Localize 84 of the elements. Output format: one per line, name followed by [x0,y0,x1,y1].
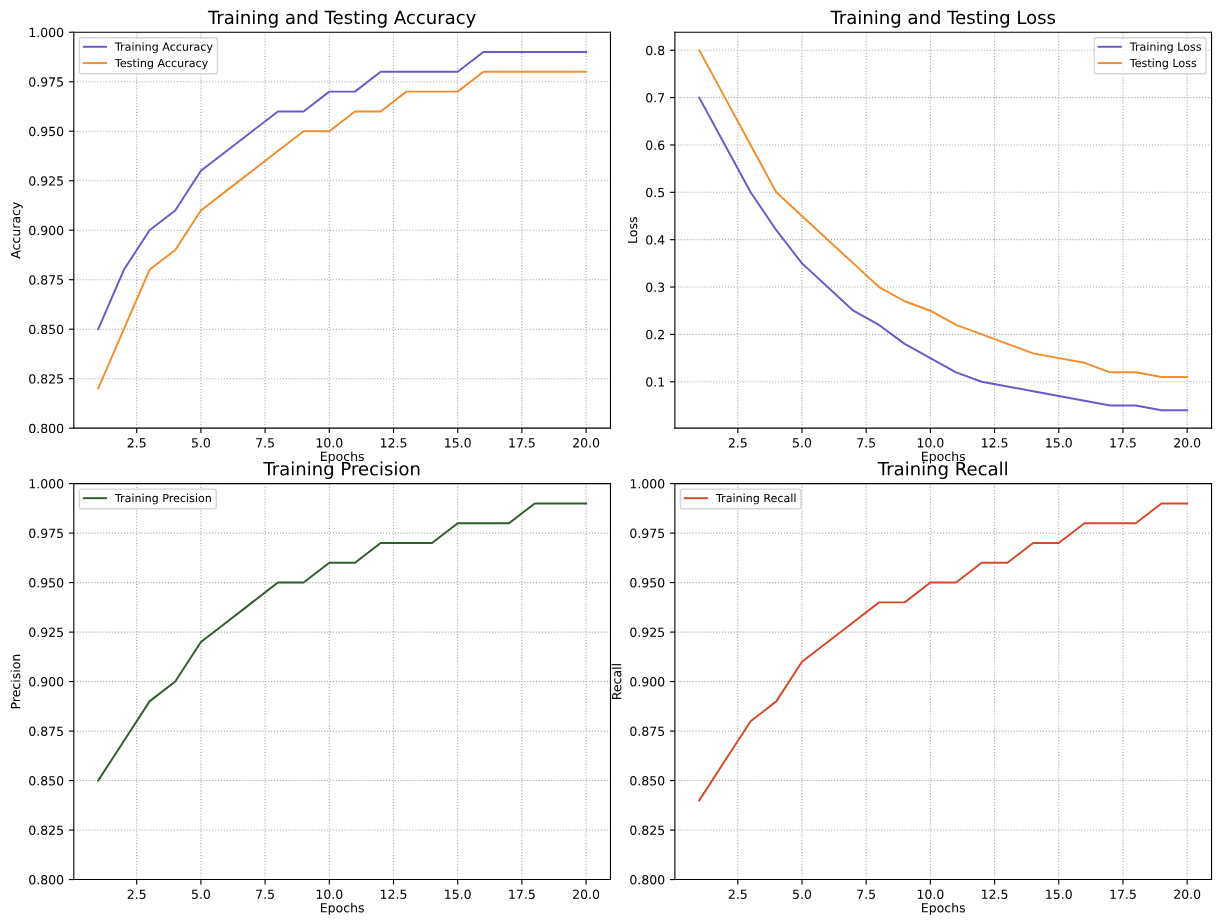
chart-title: Training and Testing Loss [830,10,1056,28]
x-tick-label: 2.5 [728,889,747,899]
y-tick-label: 0.800 [29,423,64,434]
y-tick-label: 0.1 [646,377,664,387]
x-tick-label: 15.0 [445,889,471,899]
y-tick-label: 0.900 [630,677,665,687]
chart-title: Training and Testing Accuracy [207,10,476,28]
x-tick-label: 12.5 [982,438,1008,448]
y-tick-label: 1.000 [29,479,64,489]
x-tick-label: 15.0 [445,438,471,448]
y-tick-label: 0.2 [646,329,664,340]
y-tick-label: 0.6 [646,140,665,150]
y-tick-label: 0.975 [630,528,665,539]
y-tick-label: 0.800 [29,875,64,885]
x-tick-label: 17.5 [1110,889,1136,899]
y-tick-label: 1.000 [29,27,64,38]
x-tick-label: 20.0 [1174,889,1201,899]
y-tick-label: 0.950 [29,126,64,137]
x-tick-label: 17.5 [509,438,535,448]
y-tick-label: 0.850 [29,776,64,786]
x-tick-label: 10.0 [316,438,343,448]
x-axis-title: Epochs [320,902,364,915]
y-axis-title: Accuracy [11,202,23,259]
legend-label: Testing Loss [1129,58,1197,70]
x-tick-label: 10.0 [917,438,944,448]
x-tick-label: 20.0 [1174,438,1201,448]
x-tick-label: 12.5 [380,438,407,448]
y-tick-label: 0.825 [29,374,63,384]
y-tick-label: 0.975 [29,77,63,87]
x-tick-label: 15.0 [1046,889,1072,899]
legend-label: Training Loss [1129,42,1202,53]
x-tick-label: 7.5 [857,889,876,899]
y-tick-label: 0.825 [29,825,63,835]
y-tick-label: 0.900 [29,225,64,236]
x-tick-label: 10.0 [917,889,944,899]
legend-label: Training Recall [715,493,796,505]
x-tick-label: 7.5 [256,889,274,899]
x-tick-label: 20.0 [573,889,600,899]
y-tick-label: 0.950 [630,578,665,588]
y-tick-label: 0.875 [29,275,63,285]
y-tick-label: 0.875 [29,726,63,736]
x-tick-label: 2.5 [127,438,146,448]
line-series [97,51,588,331]
y-tick-label: 0.850 [630,776,665,786]
x-tick-label: 5.0 [191,438,211,448]
y-tick-label: 0.3 [646,282,665,292]
y-tick-label: 0.925 [29,176,63,186]
y-tick-label: 0.7 [646,93,665,103]
y-tick-label: 0.925 [630,627,665,638]
y-tick-label: 0.950 [29,578,64,588]
legend-label: Training Accuracy [114,42,213,53]
x-tick-label: 12.5 [982,889,1008,899]
x-tick-label: 12.5 [380,889,407,899]
y-tick-label: 0.800 [630,875,665,885]
y-tick-label: 0.4 [646,235,665,245]
legend-label: Testing Accuracy [114,58,208,70]
y-tick-label: 0.875 [630,726,665,736]
line-series [698,96,1189,412]
y-tick-label: 0.850 [29,324,64,335]
x-tick-label: 17.5 [1110,438,1136,448]
y-tick-label: 0.825 [630,825,665,835]
x-tick-label: 15.0 [1046,438,1072,448]
x-tick-label: 10.0 [316,889,343,899]
x-tick-label: 5.0 [793,889,812,899]
x-tick-label: 2.5 [127,889,146,899]
y-axis-title: Precision [10,654,21,709]
legend-label: Training Precision [114,493,211,505]
x-tick-label: 7.5 [857,438,876,448]
y-tick-label: 0.5 [646,187,665,198]
x-tick-label: 5.0 [191,889,211,899]
line-series [97,70,588,390]
y-tick-label: 1.000 [630,479,665,489]
y-tick-label: 0.925 [29,627,63,638]
x-tick-label: 20.0 [573,438,600,448]
y-tick-label: 0.900 [29,677,64,687]
x-tick-label: 7.5 [256,438,274,448]
y-axis-title: Recall [611,664,622,699]
x-tick-label: 5.0 [793,438,812,448]
x-tick-label: 2.5 [728,438,747,448]
x-axis-title: Epochs [922,902,965,915]
y-tick-label: 0.8 [646,45,665,56]
y-tick-label: 0.975 [29,528,63,539]
x-tick-label: 17.5 [509,889,535,899]
y-axis-title: Loss [628,217,638,243]
